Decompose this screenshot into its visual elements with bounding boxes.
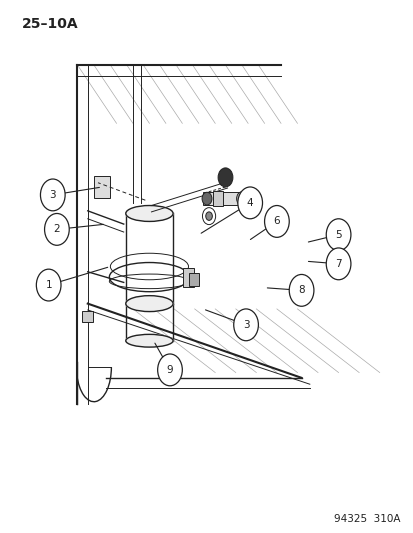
Text: 8: 8 — [297, 285, 304, 295]
Text: 3: 3 — [50, 190, 56, 200]
Text: 5: 5 — [335, 230, 341, 240]
Text: 94325  310A: 94325 310A — [333, 514, 399, 523]
Ellipse shape — [126, 206, 173, 221]
Circle shape — [45, 214, 69, 245]
Circle shape — [40, 179, 65, 211]
FancyBboxPatch shape — [81, 311, 93, 322]
Text: 4: 4 — [246, 198, 253, 208]
Circle shape — [237, 187, 262, 219]
Circle shape — [289, 274, 313, 306]
Circle shape — [218, 168, 233, 187]
Circle shape — [36, 269, 61, 301]
Circle shape — [233, 309, 258, 341]
Ellipse shape — [126, 296, 173, 312]
Circle shape — [205, 212, 212, 220]
Ellipse shape — [126, 334, 173, 347]
FancyBboxPatch shape — [94, 176, 109, 198]
FancyBboxPatch shape — [188, 273, 198, 286]
Text: 6: 6 — [273, 216, 280, 227]
Text: 3: 3 — [242, 320, 249, 330]
Text: 2: 2 — [53, 224, 60, 235]
Text: 1: 1 — [45, 280, 52, 290]
Circle shape — [264, 206, 289, 237]
Circle shape — [202, 192, 211, 205]
Text: 7: 7 — [335, 259, 341, 269]
Circle shape — [325, 219, 350, 251]
Circle shape — [202, 208, 215, 224]
Circle shape — [325, 248, 350, 280]
Circle shape — [157, 354, 182, 386]
Circle shape — [236, 192, 247, 206]
FancyBboxPatch shape — [213, 191, 223, 206]
FancyBboxPatch shape — [202, 192, 243, 205]
Text: 25–10A: 25–10A — [22, 17, 78, 31]
FancyBboxPatch shape — [183, 268, 193, 287]
Text: 9: 9 — [166, 365, 173, 375]
